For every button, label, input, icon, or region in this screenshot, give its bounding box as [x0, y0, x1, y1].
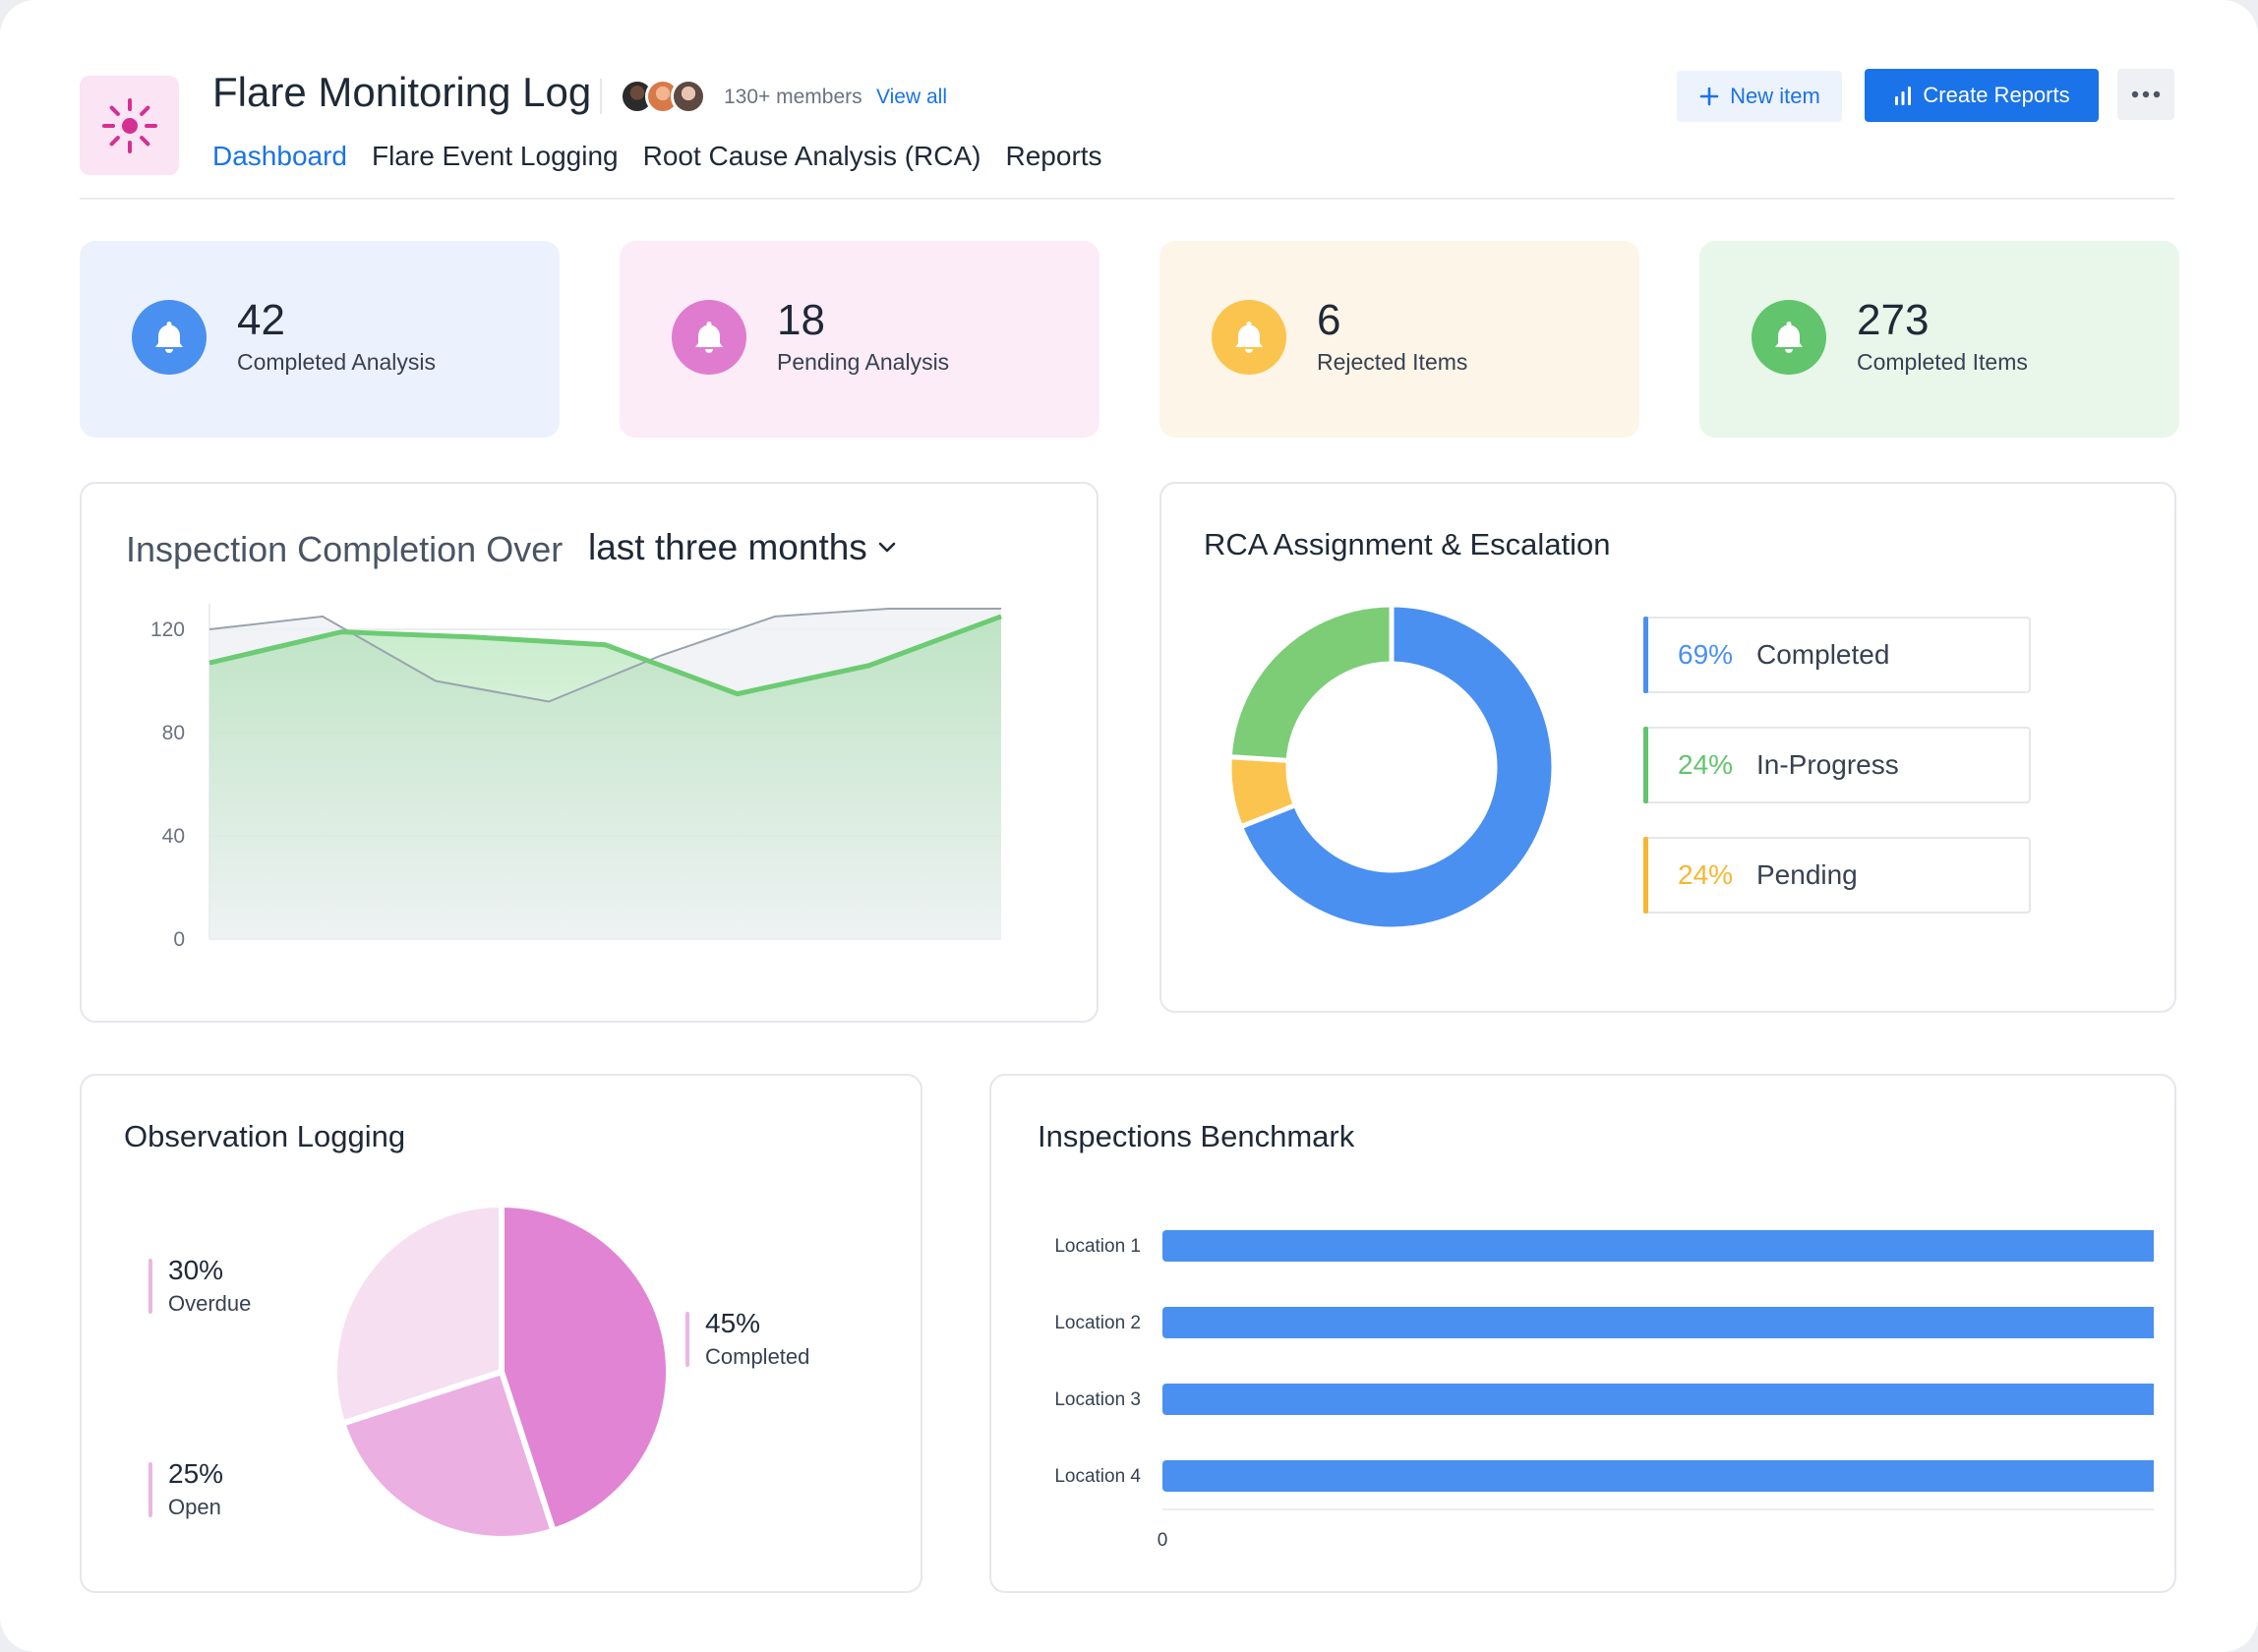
stat-icon	[1752, 300, 1826, 375]
series-area-green	[209, 616, 1001, 939]
more-options-button[interactable]	[2117, 69, 2174, 120]
y-tick-label: 40	[162, 825, 185, 848]
tab-reports[interactable]: Reports	[1005, 141, 1102, 171]
header-divider	[80, 198, 2174, 200]
legend-pct: 69%	[1678, 639, 1734, 670]
pie-slice-open	[339, 1369, 557, 1542]
bar-category-label: Location 3	[1054, 1389, 1141, 1410]
x-tick-label: 0	[1158, 1530, 1168, 1551]
benchmark-panel-title: Inspections Benchmark	[1038, 1119, 1355, 1153]
create-reports-label: Create Reports	[1923, 83, 2070, 107]
stat-label: Completed Items	[1857, 349, 2028, 375]
legend-name: Pending	[1756, 859, 1858, 890]
bar-chart-icon	[1895, 87, 1912, 105]
bar-location-3	[1162, 1384, 2154, 1415]
bell-icon	[155, 322, 183, 353]
stat-label: Rejected Items	[1317, 349, 1468, 375]
pie-label-pct: 30%	[168, 1255, 224, 1285]
stat-icon	[132, 300, 207, 375]
members-count: 130+ members	[724, 86, 862, 108]
tab-flare-event-logging[interactable]: Flare Event Logging	[371, 141, 619, 171]
stat-label: Pending Analysis	[777, 349, 950, 375]
chevron-down-icon	[878, 542, 896, 553]
tab-dashboard[interactable]: Dashboard	[212, 141, 347, 171]
donut-slice-in-progress	[1226, 602, 1395, 764]
pie-label-bar	[149, 1259, 152, 1314]
new-item-label: New item	[1730, 84, 1820, 108]
pie-label-name: Completed	[705, 1344, 810, 1369]
series-line-gray	[208, 608, 1001, 703]
stat-value: 42	[237, 296, 285, 344]
stat-icon	[672, 300, 746, 375]
inspection-title-prefix: Inspection Completion Over	[126, 529, 564, 569]
pie-slice-completed	[499, 1202, 672, 1534]
bell-icon	[1775, 322, 1803, 353]
stat-card-completed-items[interactable]: 273 Completed Items	[1699, 241, 2179, 438]
legend-name: Completed	[1756, 639, 1890, 670]
bar-location-1	[1162, 1230, 2154, 1262]
new-item-button[interactable]: New item	[1677, 71, 1842, 122]
legend-color-bar	[1643, 837, 1648, 914]
tab-root-cause-analysis[interactable]: Root Cause Analysis (RCA)	[642, 141, 981, 171]
observation-pie-chart	[331, 1202, 672, 1542]
observation-panel-title: Observation Logging	[124, 1119, 406, 1153]
more-horizontal-icon	[2131, 90, 2161, 98]
create-reports-button[interactable]: Create Reports	[1865, 69, 2099, 122]
rca-donut-chart	[1226, 602, 1557, 932]
stat-value: 18	[777, 296, 825, 344]
stat-value: 6	[1317, 296, 1341, 344]
stat-value: 273	[1857, 296, 1930, 344]
stat-card-completed-analysis[interactable]: 42 Completed Analysis	[80, 241, 560, 438]
inspection-panel-title: Inspection Completion Over	[126, 529, 563, 570]
bell-icon	[695, 322, 723, 353]
legend-pct: 24%	[1678, 859, 1734, 890]
page-title: Flare Monitoring Log	[212, 69, 592, 115]
pie-label-bar	[685, 1312, 689, 1367]
legend-color-bar	[1643, 617, 1648, 693]
rca-legend-pending: 24% Pending	[1643, 837, 2031, 914]
bar-category-label: Location 4	[1054, 1466, 1141, 1487]
member-avatars[interactable]	[620, 79, 706, 114]
y-tick-label: 80	[162, 722, 185, 744]
bar-location-4	[1162, 1460, 2154, 1492]
bar-category-label: Location 2	[1054, 1313, 1141, 1333]
rca-panel-title: RCA Assignment & Escalation	[1204, 527, 1611, 561]
donut-slice-completed	[1237, 602, 1557, 932]
bell-icon	[1235, 322, 1263, 353]
legend-name: In-Progress	[1756, 749, 1899, 780]
legend-pct: 24%	[1678, 749, 1734, 780]
rca-legend-in-progress: 24% In-Progress	[1643, 727, 2031, 803]
main-nav: Dashboard Flare Event Logging Root Cause…	[212, 141, 1102, 172]
title-divider	[600, 79, 602, 114]
period-dropdown[interactable]: last three months	[588, 527, 897, 568]
series-line-green	[208, 614, 1002, 697]
plus-icon	[1699, 87, 1719, 106]
stat-card-rejected-items[interactable]: 6 Rejected Items	[1159, 241, 1639, 438]
pie-label-bar	[149, 1462, 152, 1517]
bar-location-2	[1162, 1307, 2154, 1338]
app-logo	[80, 76, 179, 175]
avatar[interactable]	[671, 79, 706, 114]
stat-card-pending-analysis[interactable]: 18 Pending Analysis	[620, 241, 1099, 438]
stat-label: Completed Analysis	[237, 349, 436, 375]
pie-label-pct: 45%	[705, 1308, 761, 1338]
stat-icon	[1212, 300, 1286, 375]
y-tick-label: 0	[173, 928, 185, 951]
rca-legend-completed: 69% Completed	[1643, 617, 2031, 693]
legend-color-bar	[1643, 727, 1648, 803]
y-tick-label: 120	[150, 619, 185, 641]
pie-slice-overdue	[331, 1202, 505, 1427]
inspection-area-chart: 0 40 80 120	[150, 603, 1002, 951]
sun-burst-icon	[101, 97, 157, 153]
pie-label-pct: 25%	[168, 1458, 224, 1489]
bar-category-label: Location 1	[1054, 1236, 1141, 1257]
period-selected: last three months	[588, 527, 867, 567]
benchmark-bar-chart: 01020304050607080Location 172Location 26…	[1054, 1230, 2154, 1551]
pie-label-name: Overdue	[168, 1291, 252, 1316]
pie-label-name: Open	[168, 1495, 221, 1519]
view-all-link[interactable]: View all	[876, 86, 947, 108]
